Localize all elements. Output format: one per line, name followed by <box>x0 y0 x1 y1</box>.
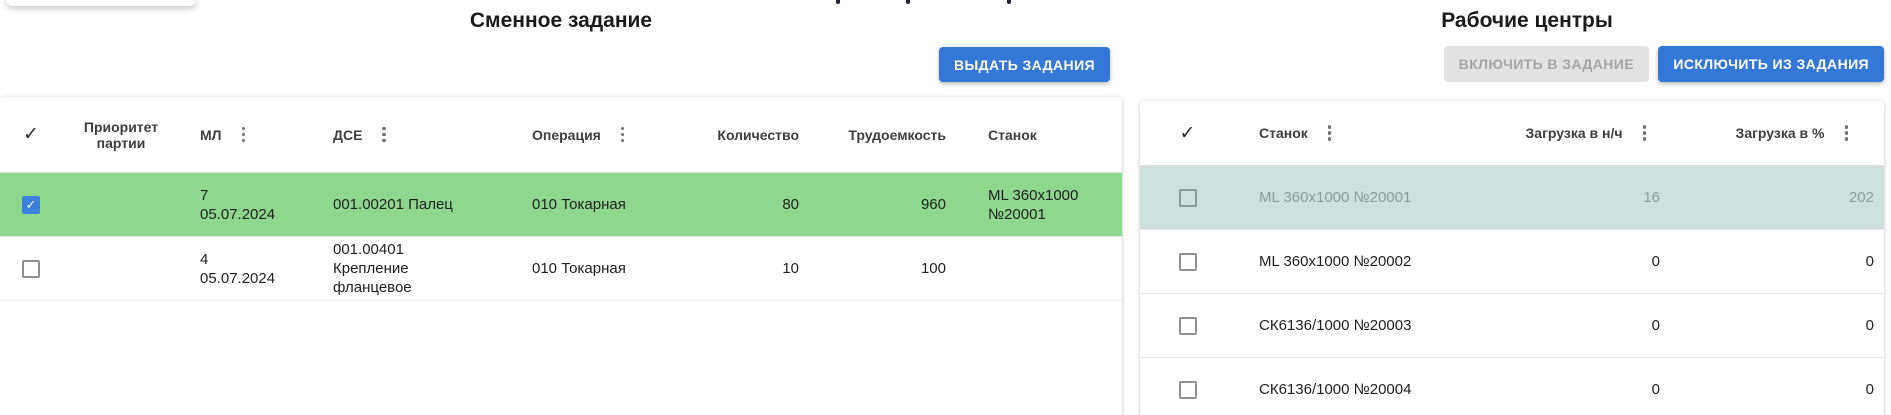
column-header-ml: МЛ <box>180 125 330 145</box>
column-header-load-pct: Загрузка в % <box>1670 123 1884 143</box>
row-checkbox-cell <box>1140 316 1235 335</box>
work-center-row-highlighted[interactable]: ML 360x1000 №20001 16 202 <box>1140 166 1884 230</box>
shift-task-title: Сменное задание <box>469 9 653 32</box>
work-center-row[interactable]: ML 360x1000 №20002 0 0 <box>1140 230 1884 294</box>
column-menu-kebab-icon[interactable] <box>619 125 627 145</box>
cutoff-title-fragment <box>836 0 840 4</box>
column-header-quantity: Количество <box>717 126 799 143</box>
operation-cell: 010 Токарная <box>532 260 626 277</box>
column-header-labor: Трудоемкость <box>848 126 946 143</box>
station-cell: ML 360x1000 №20001 <box>1259 189 1412 206</box>
row-checkbox-unchecked[interactable] <box>1178 252 1197 271</box>
ml-cell: 7 05.07.2024 <box>200 186 276 223</box>
cutoff-title-fragment <box>906 0 910 4</box>
column-menu-kebab-icon[interactable] <box>1326 123 1334 143</box>
row-checkbox-cell: ✓ <box>0 195 62 214</box>
shift-table-row[interactable]: 4 05.07.2024 001.00401 Крепление фланцев… <box>0 237 1122 301</box>
station-cell: СК6136/1000 №20004 <box>1259 381 1412 398</box>
row-checkbox-unchecked[interactable] <box>1178 316 1197 335</box>
row-checkbox-unchecked[interactable] <box>1178 380 1197 399</box>
work-center-row[interactable]: СК6136/1000 №20003 0 0 <box>1140 294 1884 358</box>
exclude-from-task-button[interactable]: ИСКЛЮЧИТЬ ИЗ ЗАДАНИЯ <box>1658 46 1884 82</box>
work-centers-table: ✓ Станок Загрузка в н/ч Загрузка в % ML … <box>1140 101 1884 415</box>
shift-task-table: ✓ Приоритет партии МЛ ДСЕ Операция Колич… <box>0 97 1122 415</box>
labor-cell: 960 <box>920 196 946 213</box>
row-checkbox-cell <box>0 259 62 278</box>
row-checkbox-cell <box>1140 380 1235 399</box>
row-checkbox-cell <box>1140 252 1235 271</box>
row-checkbox-cell <box>1140 188 1235 207</box>
column-menu-kebab-icon[interactable] <box>380 125 388 145</box>
work-centers-title: Рабочие центры <box>1441 9 1613 32</box>
load-nh-cell: 16 <box>1643 189 1660 206</box>
select-all-check-icon[interactable]: ✓ <box>23 124 39 145</box>
issue-tasks-button[interactable]: ВЫДАТЬ ЗАДАНИЯ <box>938 47 1110 82</box>
column-header-load-nh: Загрузка в н/ч <box>1470 123 1670 143</box>
load-pct-cell: 0 <box>1865 317 1874 334</box>
column-header-priority: Приоритет партии <box>83 118 159 151</box>
load-pct-cell: 0 <box>1865 381 1874 398</box>
ml-cell: 4 05.07.2024 <box>200 250 276 287</box>
column-menu-kebab-icon[interactable] <box>1641 123 1649 143</box>
column-menu-kebab-icon[interactable] <box>240 125 248 145</box>
work-center-row[interactable]: СК6136/1000 №20004 0 0 <box>1140 358 1884 415</box>
row-checkbox-checked[interactable]: ✓ <box>22 195 40 214</box>
operation-cell: 010 Токарная <box>532 196 626 213</box>
column-header-station: Станок <box>1235 123 1470 143</box>
select-all-check-icon[interactable]: ✓ <box>1179 122 1196 144</box>
quantity-cell: 80 <box>782 196 799 213</box>
quantity-cell: 10 <box>782 260 799 277</box>
load-pct-cell: 202 <box>1848 189 1874 206</box>
station-cell: СК6136/1000 №20003 <box>1259 317 1412 334</box>
labor-cell: 100 <box>920 260 946 277</box>
shift-table-row-selected[interactable]: ✓ 7 05.07.2024 001.00201 Палец 010 Токар… <box>0 173 1122 237</box>
column-menu-kebab-icon[interactable] <box>1843 123 1851 143</box>
cutoff-title-fragment <box>1007 0 1011 4</box>
column-header-station: Станок <box>988 126 1037 143</box>
row-checkbox-unchecked[interactable] <box>22 259 40 278</box>
load-nh-cell: 0 <box>1651 317 1660 334</box>
column-header-operation: Операция <box>520 125 680 145</box>
dse-cell: 001.00401 Крепление фланцевое <box>333 241 412 296</box>
load-nh-cell: 0 <box>1651 381 1660 398</box>
load-pct-cell: 0 <box>1865 253 1874 270</box>
station-cell: ML 360x1000 №20002 <box>1259 253 1412 270</box>
load-nh-cell: 0 <box>1651 253 1660 270</box>
row-checkbox-unchecked[interactable] <box>1178 188 1197 207</box>
shift-table-header-row: ✓ Приоритет партии МЛ ДСЕ Операция Колич… <box>0 97 1122 173</box>
station-cell: ML 360x1000 №20001 <box>988 186 1079 223</box>
work-centers-header-row: ✓ Станок Загрузка в н/ч Загрузка в % <box>1140 101 1884 166</box>
include-in-task-button[interactable]: ВКЛЮЧИТЬ В ЗАДАНИЕ <box>1443 46 1649 82</box>
cutoff-toolbar-shadow <box>6 0 196 6</box>
column-header-dse: ДСЕ <box>330 125 520 145</box>
dse-cell: 001.00201 Палец <box>333 196 453 213</box>
